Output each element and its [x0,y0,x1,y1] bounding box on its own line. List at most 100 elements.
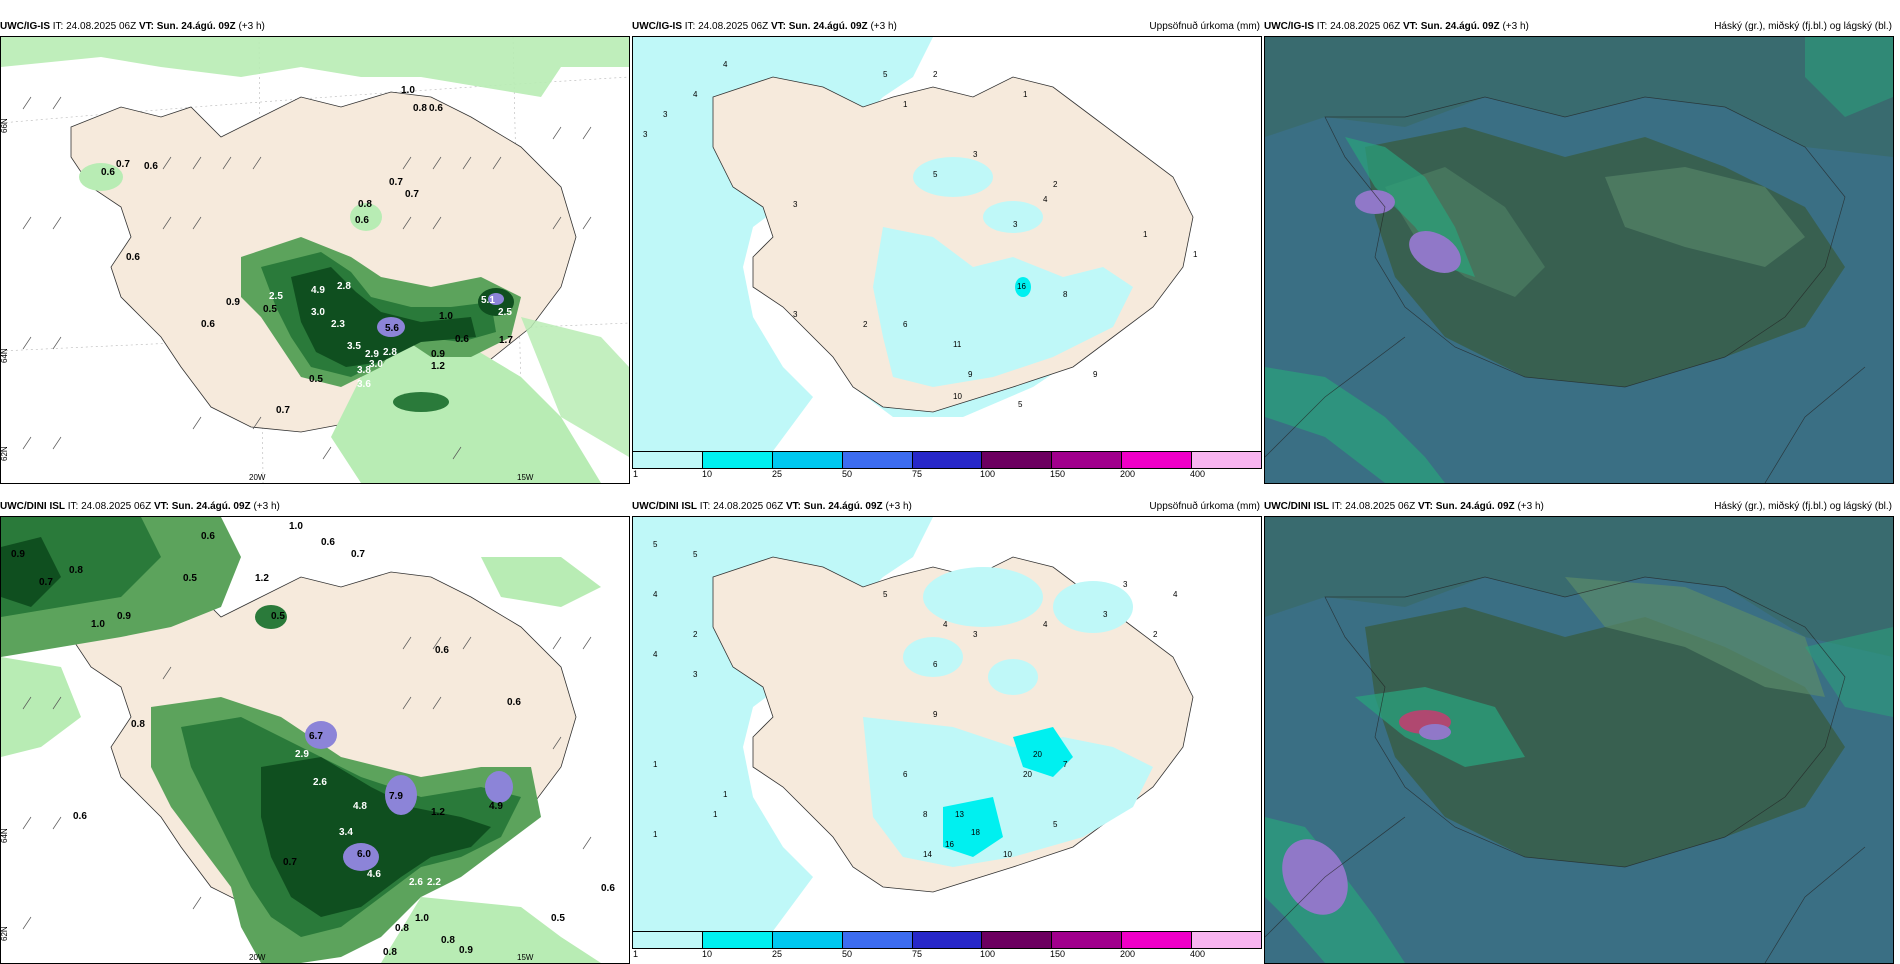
wind-value: 0.6 [429,103,443,114]
precip-colorbar: 1 10 25 50 75 100 150 200 400 [632,931,1262,964]
wind-value: 0.6 [455,334,469,345]
precip-value: 2 [933,70,938,79]
vt-label: VT: [785,501,801,512]
precip-map: 4 5 3 3 4 3 2 1 1 5 3 6 2 3 2 4 3 16 8 1… [632,36,1262,452]
wind-value: 0.7 [276,405,290,416]
precip-value: 6 [933,660,938,669]
model-name: UWC/IG-IS [0,21,50,32]
colorbar-cell [633,452,703,468]
it-label: IT: [52,21,64,32]
panel-title-ig-wind: UWC/IG-IS IT: 24.08.2025 06Z VT: Sun. 24… [0,18,630,36]
wind-value: 0.7 [405,189,419,200]
precip-value: 1 [903,100,908,109]
model-name: UWC/DINI ISL [1264,501,1329,512]
cloud-map [1264,36,1894,484]
precip-value: 8 [923,810,928,819]
precip-value: 3 [1013,220,1018,229]
vt-value: Sun. 24.ágú. 09Z [788,21,868,32]
colorbar-cell [702,452,773,468]
precip-value: 13 [955,810,964,819]
panel-title-ig-precip: UWC/IG-IS IT: 24.08.2025 06Z VT: Sun. 24… [632,18,1262,36]
precip-value: 5 [1053,820,1058,829]
colorbar-tick: 75 [912,949,923,959]
colorbar-tick: 100 [980,469,996,479]
lat-label: 66N [1,118,9,133]
vt-label: VT: [770,21,786,32]
wind-value: 2.3 [331,319,345,330]
panel-subtitle: Uppsöfnuð úrkoma (mm) [1149,501,1260,512]
wind-value: 0.9 [431,349,445,360]
precip-value: 6 [903,770,908,779]
it-value: 24.08.2025 06Z [81,501,152,512]
wind-value: 0.6 [101,167,115,178]
colorbar-cell [982,452,1053,468]
wind-value: 0.6 [144,161,158,172]
colorbar-tick: 1 [633,949,639,959]
precip-value: 3 [693,670,698,679]
model-name: UWC/DINI ISL [632,501,697,512]
colorbar-cell [842,452,913,468]
precip-value: 18 [971,828,980,837]
precip-value: 16 [1017,282,1026,291]
wind-value: 4.8 [353,801,367,812]
wind-value: 3.0 [369,359,383,370]
panel-title-ig-clouds: UWC/IG-IS IT: 24.08.2025 06Z VT: Sun. 24… [1264,18,1894,36]
precip-value: 3 [663,110,668,119]
colorbar-tick: 400 [1190,949,1206,959]
wind-precip-map: 0.6 1.0 0.9 0.7 0.8 0.6 1.0 0.5 0.9 0.5 … [0,516,630,964]
precip-value: 1 [713,810,718,819]
precip-value: 1 [1023,90,1028,99]
colorbar-tick: 150 [1050,949,1066,959]
wind-value: 3.5 [347,341,361,352]
it-value: 24.08.2025 06Z [1345,501,1416,512]
colorbar-tick: 200 [1120,469,1136,479]
wind-value: 6.0 [357,849,371,860]
panel-dini-precip: UWC/DINI ISL IT: 24.08.2025 06Z VT: Sun.… [632,498,1262,964]
wind-value: 0.6 [355,215,369,226]
precip-value: 1 [1193,250,1198,259]
wind-value: 2.6 [313,777,327,788]
precip-value: 4 [723,60,728,69]
wind-value: 3.8 [357,365,371,376]
colorbar-tick: 75 [912,469,923,479]
lead-time: (+3 h) [885,501,912,512]
colorbar-cell [1052,932,1123,948]
wind-value: 0.8 [441,935,455,946]
precip-value: 10 [1003,850,1012,859]
colorbar-tick: 150 [1050,469,1066,479]
wind-value: 0.6 [321,537,335,548]
colorbar-cell [1052,452,1123,468]
colorbar-cell [842,932,913,948]
cloud-map-svg [1265,517,1893,963]
wind-value: 0.7 [39,577,53,588]
wind-value: 0.8 [413,103,427,114]
wind-value: 1.0 [289,521,303,532]
wind-value: 0.6 [201,531,215,542]
wind-value: 0.9 [226,297,240,308]
vt-value: Sun. 24.ágú. 09Z [803,501,883,512]
wind-value: 2.9 [365,349,379,360]
it-label: IT: [699,501,711,512]
wind-value: 6.7 [309,731,323,742]
wind-value: 1.0 [401,85,415,96]
precip-value: 3 [793,310,798,319]
precip-value: 9 [968,370,973,379]
precip-value: 5 [653,540,658,549]
panel-subtitle: Háský (gr.), miðský (fj.bl.) og lágský (… [1714,21,1892,32]
precip-value: 4 [943,620,948,629]
wind-precip-map: 1.0 0.8 0.6 0.7 0.6 0.6 0.8 0.7 0.7 0.6 … [0,36,630,484]
precip-value: 4 [1173,590,1178,599]
colorbar-cell [912,452,983,468]
wind-value: 1.2 [431,807,445,818]
precip-value: 3 [1103,610,1108,619]
precip-value: 3 [973,630,978,639]
it-label: IT: [1316,21,1328,32]
wind-value: 0.5 [551,913,565,924]
wind-value: 5.6 [385,323,399,334]
colorbar-tick: 1 [633,469,639,479]
wind-value: 1.2 [431,361,445,372]
precip-map: 5 5 4 3 4 2 1 1 3 4 6 5 4 8 7 6 9 3 4 2 [632,516,1262,932]
colorbar-cell [772,932,843,948]
wind-value: 1.2 [255,573,269,584]
wind-value: 5.1 [481,295,495,306]
